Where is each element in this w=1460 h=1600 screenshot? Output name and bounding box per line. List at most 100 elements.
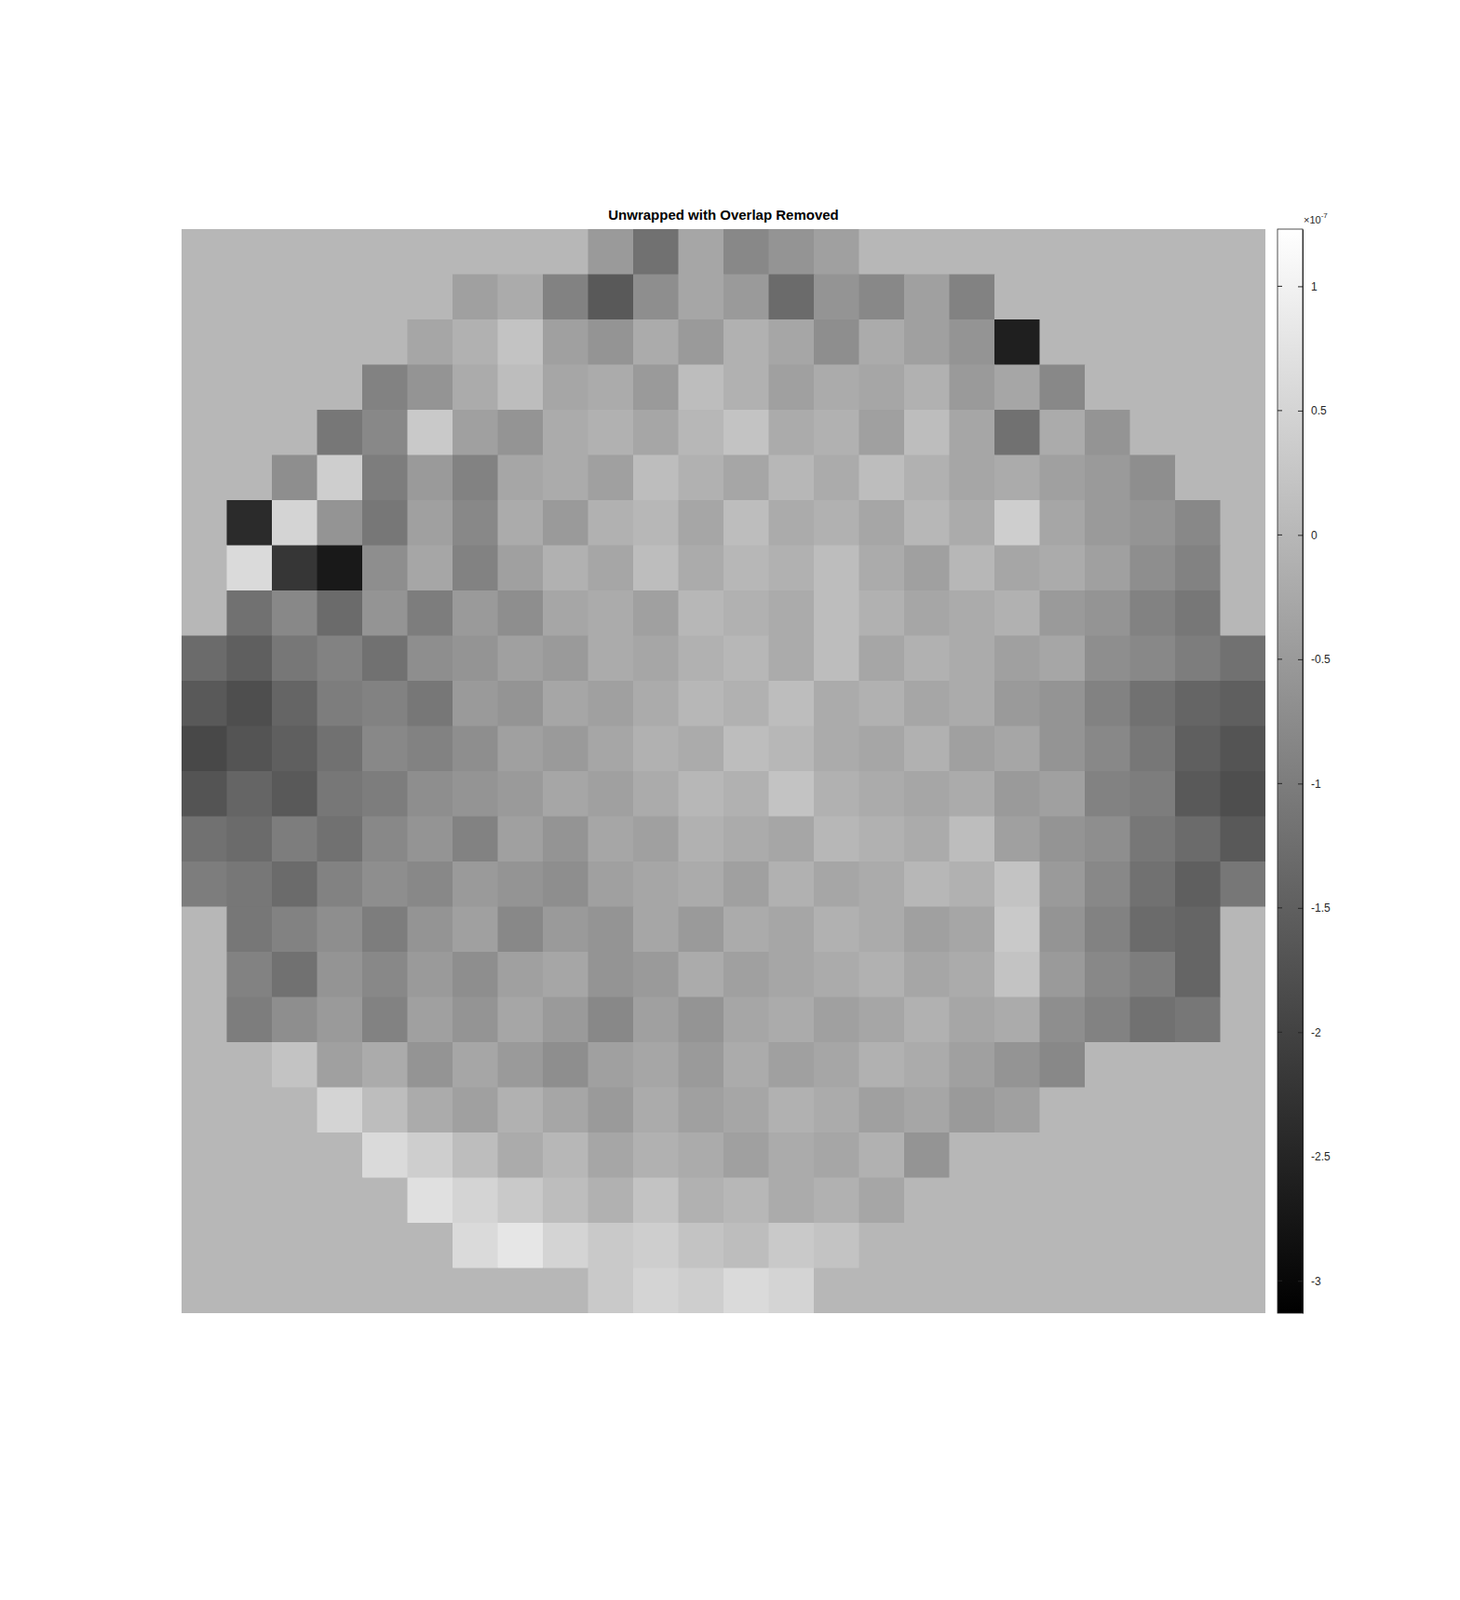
heatmap-cell — [678, 861, 725, 907]
heatmap-cell — [542, 861, 589, 907]
heatmap-cell — [362, 680, 408, 727]
heatmap-cell — [859, 274, 906, 321]
heatmap-cell — [949, 365, 996, 411]
heatmap-cell — [588, 861, 635, 907]
heatmap-cell — [769, 635, 815, 682]
heatmap-cell — [1175, 409, 1221, 456]
heatmap-cell — [452, 1222, 499, 1269]
heatmap-cell — [317, 816, 364, 863]
heatmap-cell — [904, 861, 950, 907]
heatmap-cell — [1175, 545, 1221, 592]
heatmap-cell — [227, 229, 273, 275]
heatmap-cell — [181, 861, 228, 907]
colorbar-axis-line — [1302, 229, 1304, 1314]
heatmap-cell — [1220, 906, 1267, 953]
heatmap-cell — [181, 1041, 228, 1088]
heatmap-cell — [227, 861, 273, 907]
heatmap-cell — [994, 455, 1041, 501]
heatmap-cell — [1084, 319, 1131, 365]
heatmap-cell — [1130, 861, 1177, 907]
heatmap-cell — [769, 409, 815, 456]
heatmap-cell — [949, 319, 996, 365]
heatmap-cell — [452, 1132, 499, 1178]
heatmap-cell — [588, 1177, 635, 1224]
heatmap-cell — [1084, 590, 1131, 636]
heatmap-cell — [317, 1041, 364, 1088]
heatmap-cell — [769, 590, 815, 636]
heatmap-cell — [904, 365, 950, 411]
heatmap-cell — [542, 409, 589, 456]
heatmap-cell — [1084, 229, 1131, 275]
heatmap-cell — [994, 816, 1041, 863]
heatmap-cell — [813, 635, 860, 682]
heatmap-cell — [813, 816, 860, 863]
heatmap-cell — [859, 1087, 906, 1134]
heatmap-cell — [859, 1268, 906, 1314]
heatmap-cell — [1040, 1132, 1086, 1178]
heatmap-cell — [271, 365, 318, 411]
heatmap-cell — [542, 455, 589, 501]
heatmap-cell — [904, 997, 950, 1043]
colorbar-tick: -1.5 — [1297, 901, 1331, 915]
heatmap-cell — [904, 455, 950, 501]
colorbar-tick-mark — [1297, 783, 1303, 785]
heatmap-cell — [859, 409, 906, 456]
heatmap-cell — [859, 1177, 906, 1224]
colorbar — [1277, 229, 1303, 1313]
heatmap-cell — [1220, 1087, 1267, 1134]
heatmap-cell — [271, 997, 318, 1043]
heatmap-cell — [1084, 997, 1131, 1043]
colorbar-tick: -1 — [1297, 777, 1322, 791]
heatmap-cell — [678, 770, 725, 817]
heatmap-cell — [542, 319, 589, 365]
heatmap-cell — [904, 545, 950, 592]
heatmap-cell — [227, 726, 273, 772]
heatmap-cell — [949, 680, 996, 727]
heatmap-cell — [633, 816, 679, 863]
heatmap-cell — [181, 1087, 228, 1134]
heatmap-cell — [1084, 1177, 1131, 1224]
heatmap-cell — [1220, 816, 1267, 863]
heatmap-cell — [949, 1087, 996, 1134]
heatmap-cell — [227, 1177, 273, 1224]
heatmap-cell — [859, 680, 906, 727]
heatmap-cell — [994, 906, 1041, 953]
heatmap-cell — [813, 1268, 860, 1314]
heatmap-cell — [362, 1132, 408, 1178]
heatmap-cell — [498, 861, 544, 907]
heatmap-cell — [994, 861, 1041, 907]
heatmap-cell — [904, 1041, 950, 1088]
heatmap-cell — [542, 1087, 589, 1134]
heatmap-cell — [1040, 1087, 1086, 1134]
heatmap-cell — [452, 319, 499, 365]
heatmap-cell — [949, 861, 996, 907]
heatmap-cell — [498, 545, 544, 592]
heatmap-cell — [362, 274, 408, 321]
heatmap-cell — [949, 500, 996, 546]
heatmap-cell — [498, 590, 544, 636]
heatmap-cell — [181, 770, 228, 817]
heatmap-cell — [813, 861, 860, 907]
heatmap-cell — [633, 409, 679, 456]
heatmap-cell — [498, 635, 544, 682]
heatmap-cell — [271, 951, 318, 998]
heatmap-cell — [904, 274, 950, 321]
heatmap-cell — [949, 409, 996, 456]
heatmap-cell — [317, 319, 364, 365]
heatmap-cell — [859, 455, 906, 501]
heatmap-cell — [723, 951, 770, 998]
heatmap-cell — [949, 1222, 996, 1269]
heatmap-cell — [1040, 229, 1086, 275]
colorbar-multiplier: ×10-7 — [1303, 211, 1328, 226]
heatmap-cell — [1130, 680, 1177, 727]
heatmap-cell — [904, 319, 950, 365]
heatmap-cell — [723, 319, 770, 365]
heatmap-cell — [181, 409, 228, 456]
heatmap-cells — [181, 229, 1266, 1313]
heatmap-cell — [588, 1041, 635, 1088]
heatmap-cell — [1175, 229, 1221, 275]
heatmap-cell — [1130, 274, 1177, 321]
heatmap-cell — [1084, 545, 1131, 592]
heatmap-cell — [1084, 1222, 1131, 1269]
heatmap-cell — [1130, 726, 1177, 772]
